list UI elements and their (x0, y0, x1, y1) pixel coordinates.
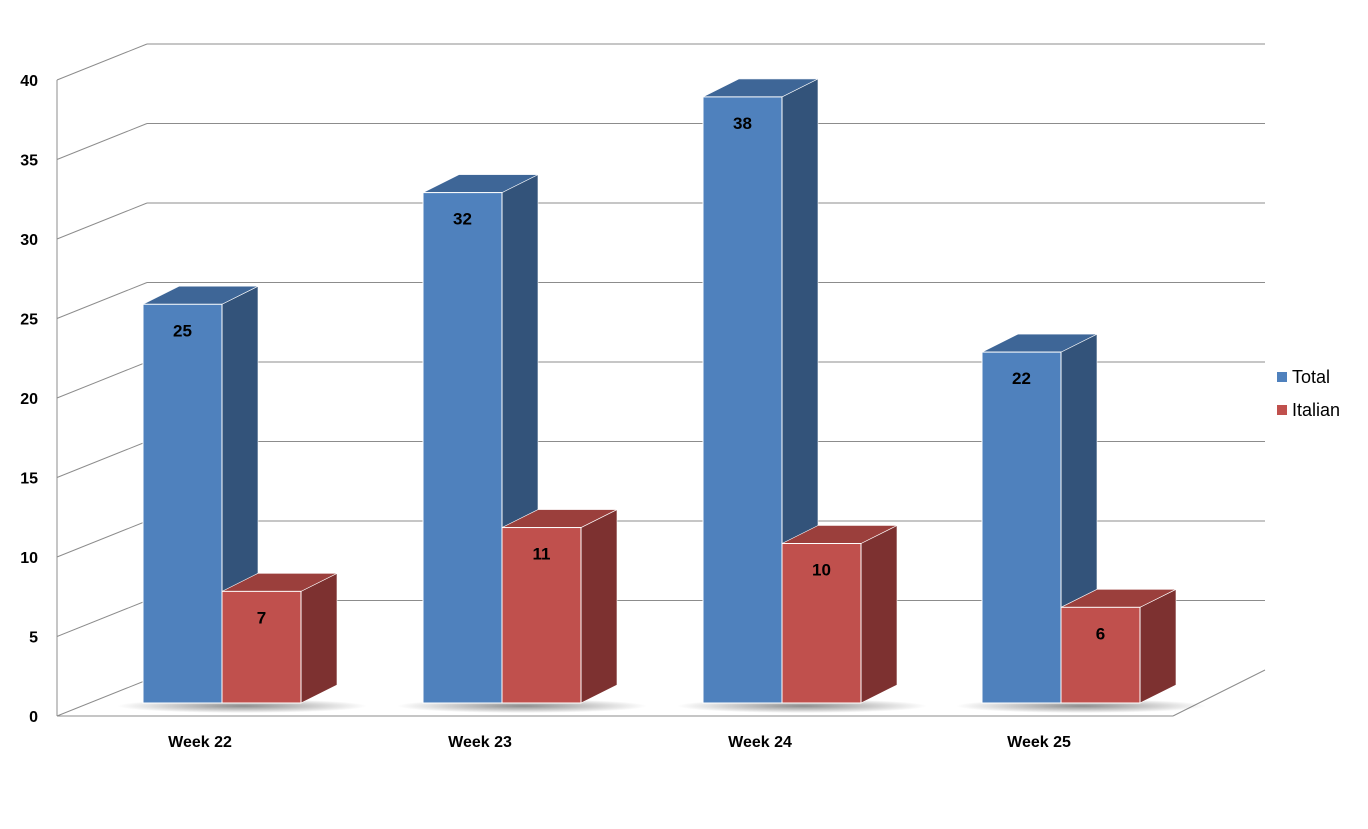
legend-label: Italian (1292, 400, 1340, 420)
gridline-diagonal (56, 43, 148, 81)
bar (221, 590, 302, 704)
y-tick-label: 5 (29, 630, 38, 647)
x-tick-label: Week 22 (168, 734, 232, 751)
y-tick-label: 0 (29, 709, 38, 726)
bar (1060, 606, 1141, 704)
bar (981, 351, 1062, 704)
data-label: 6 (1096, 624, 1105, 643)
bar (702, 96, 783, 704)
x-tick-label: Week 23 (448, 734, 512, 751)
gridline-diagonal (56, 520, 148, 558)
y-tick-label: 10 (20, 550, 38, 567)
bar-side (580, 509, 618, 704)
gridline-diagonal (56, 202, 148, 240)
labels-layer: 0 5 10 15 20 25 30 35 40 25 7 Week 22 32 11 Week 23 38 1… (20, 73, 1105, 751)
y-tick-label: 30 (20, 232, 38, 249)
legend-label: Total (1292, 367, 1330, 387)
bar (501, 527, 582, 704)
bar-side (860, 525, 898, 704)
data-label: 32 (453, 210, 472, 229)
y-tick-label: 15 (20, 471, 38, 488)
y-tick-label: 20 (20, 391, 38, 408)
gridline-diagonal (56, 282, 148, 319)
bar-side (300, 572, 338, 704)
data-label: 11 (533, 545, 551, 564)
bar (142, 303, 223, 704)
legend-swatch (1277, 405, 1287, 415)
legend-swatch (1277, 372, 1287, 382)
x-tick-label: Week 24 (728, 734, 792, 751)
y-tick-label: 40 (20, 73, 38, 90)
gridline-diagonal (56, 123, 148, 160)
bar (422, 192, 503, 704)
bar-side (1139, 588, 1177, 704)
gridline-diagonal (56, 600, 148, 637)
y-tick-label: 25 (20, 312, 38, 329)
data-label: 7 (257, 608, 266, 627)
legend: Total Italian (1277, 367, 1340, 420)
y-tick-label: 35 (20, 153, 38, 170)
bars-layer (117, 78, 1206, 713)
gridline-diagonal (56, 441, 148, 478)
data-label: 38 (733, 114, 752, 133)
bar (781, 543, 862, 704)
x-tick-label: Week 25 (1007, 734, 1071, 751)
gridline-diagonal (56, 679, 148, 717)
data-label: 25 (173, 321, 192, 340)
data-label: 10 (812, 561, 831, 580)
gridline-diagonal (56, 361, 148, 399)
data-label: 22 (1012, 369, 1031, 388)
